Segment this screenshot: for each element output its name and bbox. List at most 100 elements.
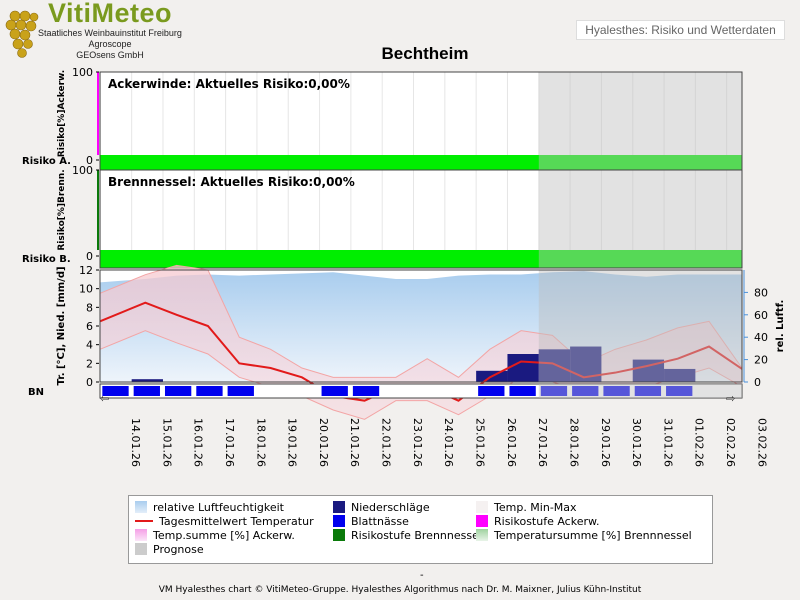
leaf-wetness-mark bbox=[321, 386, 348, 396]
x-tick-label: 31.01.26 bbox=[661, 418, 674, 467]
prognose-overlay bbox=[538, 170, 742, 268]
y-axis-label: Risiko[%]Ackerw. bbox=[57, 70, 67, 157]
leaf-wetness-mark bbox=[133, 386, 160, 396]
y-tick-label-left: 8 bbox=[86, 301, 93, 314]
header-link[interactable]: Hyalesthes: Risiko und Wetterdaten bbox=[576, 20, 785, 40]
y-tick-label-left: 2 bbox=[86, 357, 93, 370]
y-tick-label-left: 0 bbox=[86, 376, 93, 389]
prognose-overlay bbox=[538, 72, 742, 170]
legend-item: Temp. Min-Max bbox=[476, 501, 577, 515]
x-axis: 14.01.26 15.01.26 16.01.26 17.01.26 18.01.26… bbox=[129, 418, 768, 467]
logo-line-3: GEOsens GmbH bbox=[76, 50, 144, 60]
legend: relative Luftfeuchtigkeit Niederschläge Te… bbox=[128, 495, 713, 564]
legend-swatch bbox=[135, 515, 153, 527]
panel-background bbox=[100, 72, 742, 170]
y-axis-label: Risiko[%]Brenn. bbox=[57, 169, 67, 250]
legend-item: Temperatursumme [%] Brennnessel bbox=[476, 529, 692, 543]
y-tick-label: 100 bbox=[72, 164, 93, 177]
prognose-overlay bbox=[538, 384, 742, 398]
legend-label: Niederschläge bbox=[351, 501, 430, 514]
x-tick-label: 17.01.26 bbox=[223, 418, 236, 467]
legend-label: Temp. Min-Max bbox=[494, 501, 577, 514]
footer-dash: - bbox=[420, 570, 424, 581]
legend-label: Prognose bbox=[153, 543, 204, 556]
legend-item: relative Luftfeuchtigkeit bbox=[135, 501, 284, 515]
leaf-wetness-mark bbox=[478, 386, 505, 396]
temp-max-line bbox=[99, 264, 743, 378]
legend-label: Tagesmittelwert Temperatur bbox=[159, 515, 314, 528]
row-label: Risiko A. bbox=[22, 156, 71, 167]
legend-item: Temp.summe [%] Ackerw. bbox=[135, 529, 295, 543]
legend-swatch bbox=[135, 543, 147, 555]
scroll-right-icon: ⇨ bbox=[726, 392, 735, 405]
leaf-wetness-mark bbox=[509, 386, 536, 396]
legend-swatch bbox=[135, 529, 147, 541]
legend-swatch bbox=[333, 501, 345, 513]
legend-item: Tagesmittelwert Temperatur bbox=[135, 515, 314, 529]
y-tick-label-left: 4 bbox=[86, 339, 93, 352]
logo-line-2: Agroscope bbox=[88, 39, 132, 49]
x-tick-label: 20.01.26 bbox=[317, 418, 330, 467]
leaf-wetness-mark bbox=[352, 386, 380, 396]
x-tick-label: 30.01.26 bbox=[630, 418, 643, 467]
precip-bar bbox=[538, 349, 571, 382]
x-tick-label: 01.02.26 bbox=[693, 418, 706, 467]
x-tick-label: 23.01.26 bbox=[411, 418, 424, 467]
logo-line-1: Staatliches Weinbauinstitut Freiburg bbox=[38, 28, 182, 38]
y-axis-label-left: Tr. [°C], Nied. [mm/d] bbox=[56, 266, 67, 385]
legend-swatch bbox=[476, 501, 488, 513]
precip-bar bbox=[664, 368, 696, 382]
y-tick-label: 100 bbox=[72, 66, 93, 79]
grape-logo-icon bbox=[5, 10, 39, 58]
legend-swatch bbox=[476, 529, 488, 541]
risk-band bbox=[100, 155, 742, 170]
x-tick-label: 15.01.26 bbox=[160, 418, 173, 467]
y-axis-label-right: rel. Luftf. bbox=[775, 300, 786, 353]
x-tick-label: 03.02.26 bbox=[755, 418, 768, 467]
leaf-wetness-mark bbox=[603, 386, 630, 396]
y-tick-label-right: 60 bbox=[754, 309, 768, 322]
precip-bar bbox=[632, 359, 665, 382]
legend-item: Blattnässe bbox=[333, 515, 409, 529]
x-tick-label: 24.01.26 bbox=[442, 418, 455, 467]
panel-weather: 0 2 4 6 8 10 12 0 20 40 60 80 Tr. [°C], Nied. [mm/d]… bbox=[56, 264, 786, 420]
x-tick-label: 02.02.26 bbox=[724, 418, 737, 467]
y-tick-label: 0 bbox=[86, 250, 93, 263]
x-tick-label: 29.01.26 bbox=[599, 418, 612, 467]
x-tick-label: 14.01.26 bbox=[129, 418, 142, 467]
legend-swatch bbox=[135, 501, 147, 513]
leaf-wetness-mark bbox=[540, 386, 568, 396]
logo-title: VitiMeteo bbox=[48, 0, 173, 28]
legend-label: relative Luftfeuchtigkeit bbox=[153, 501, 284, 514]
legend-item: Risikostufe Ackerw. bbox=[476, 515, 599, 529]
leaf-wetness-mark bbox=[164, 386, 192, 396]
x-tick-label: 25.01.26 bbox=[473, 418, 486, 467]
risk-band bbox=[100, 250, 742, 268]
footer-credits: VM Hyalesthes chart © VitiMeteo-Gruppe. … bbox=[158, 585, 642, 595]
y-tick-label-left: 6 bbox=[86, 320, 93, 333]
panel-title: Ackerwinde: Aktuelles Risiko:0,00% bbox=[108, 77, 350, 91]
legend-label: Risikostufe Ackerw. bbox=[494, 515, 600, 528]
row-label: BN bbox=[28, 387, 44, 398]
leaf-wetness-mark bbox=[227, 386, 254, 396]
panel-frame bbox=[99, 169, 743, 269]
leaf-wetness-mark bbox=[634, 386, 662, 396]
x-tick-label: 21.01.26 bbox=[348, 418, 361, 467]
legend-item: Risikostufe Brennnessel bbox=[333, 529, 482, 543]
legend-label: Temperatursumme [%] Brennnessel bbox=[494, 529, 692, 542]
legend-item: Niederschläge bbox=[333, 501, 430, 515]
y-tick-label-left: 10 bbox=[79, 283, 93, 296]
leaf-wetness-mark bbox=[666, 386, 693, 396]
leaf-wetness-mark bbox=[102, 386, 129, 396]
leaf-wetness-mark bbox=[196, 386, 223, 396]
precip-bar bbox=[507, 354, 539, 382]
legend-item: Prognose bbox=[135, 543, 204, 557]
x-tick-label: 16.01.26 bbox=[192, 418, 205, 467]
y-tick-label-right: 40 bbox=[754, 331, 768, 344]
scroll-left-icon: ⇦ bbox=[100, 392, 109, 405]
legend-label: Risikostufe Brennnessel bbox=[351, 529, 482, 542]
legend-swatch bbox=[476, 515, 488, 527]
x-tick-label: 27.01.26 bbox=[536, 418, 549, 467]
row-label: Risiko B. bbox=[22, 254, 71, 265]
